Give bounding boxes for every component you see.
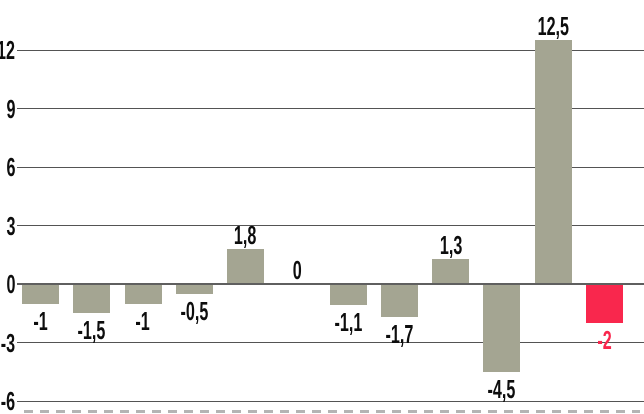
- bar: [329, 284, 367, 306]
- bar-value-label: 0: [292, 255, 302, 285]
- bar-value-label: -0,5: [180, 295, 209, 326]
- y-axis-tick-label: 6: [6, 152, 15, 182]
- bar-value-label: -1,5: [77, 315, 106, 346]
- gridline-y--3: [17, 342, 644, 343]
- bar: [227, 248, 265, 284]
- bar-value-label: -1: [33, 305, 48, 336]
- gridline-y-3: [17, 225, 644, 226]
- bar: [124, 284, 162, 304]
- bar: [432, 258, 470, 284]
- bar-value-label: -4,5: [487, 373, 516, 404]
- gridline-y-6: [17, 166, 644, 168]
- gridline-y-12: [17, 49, 644, 51]
- bar: [175, 284, 213, 294]
- y-axis-tick-label: 9: [6, 93, 15, 124]
- bar-value-label: 12,5: [537, 11, 569, 42]
- bar: [73, 284, 111, 314]
- bar-highlighted: [585, 284, 623, 323]
- bar-value-label: -1,1: [334, 307, 362, 338]
- bar-value-label: -1: [135, 305, 151, 336]
- gridline-y--6: [17, 400, 644, 402]
- bar-value-label: 1,3: [439, 229, 462, 260]
- bar-value-label: -1,7: [385, 319, 414, 350]
- bar: [483, 284, 521, 372]
- bar: [534, 40, 572, 284]
- bar-value-label: 1,8: [234, 219, 257, 250]
- y-axis-tick-label: -3: [0, 327, 15, 358]
- bar-value-label: -2: [597, 325, 612, 355]
- bar: [22, 284, 59, 304]
- bar: [380, 284, 418, 318]
- y-axis-tick-label: -6: [0, 386, 15, 414]
- y-axis-tick-label: 3: [6, 210, 15, 241]
- zero-baseline: [17, 283, 644, 285]
- y-axis-tick-label: 0: [6, 269, 15, 299]
- gridline-y-9: [17, 108, 644, 109]
- y-axis-tick-label: 12: [0, 35, 15, 65]
- clipped-x-axis-labels: [24, 410, 640, 413]
